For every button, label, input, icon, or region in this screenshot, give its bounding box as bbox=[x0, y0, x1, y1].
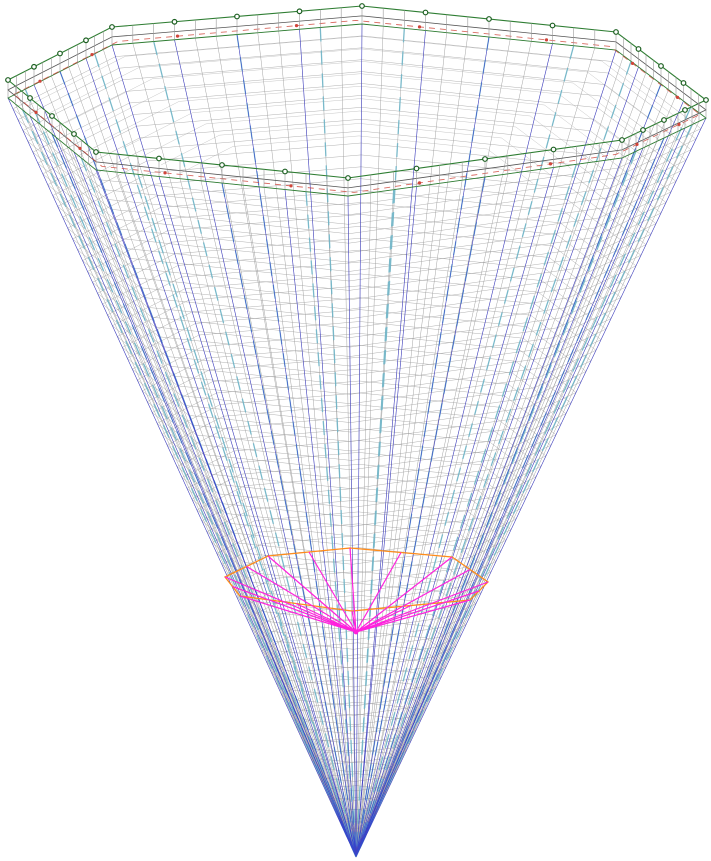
node-marker-icon bbox=[635, 143, 638, 146]
node-marker-icon bbox=[631, 62, 634, 65]
node-marker-icon bbox=[683, 108, 688, 113]
node-marker-icon bbox=[636, 47, 641, 52]
node-marker-icon bbox=[704, 98, 709, 103]
node-marker-icon bbox=[78, 147, 81, 150]
node-marker-icon bbox=[28, 96, 33, 101]
node-marker-icon bbox=[418, 25, 421, 28]
node-marker-icon bbox=[84, 38, 89, 43]
node-marker-icon bbox=[34, 111, 37, 114]
node-marker-icon bbox=[483, 157, 488, 162]
node-marker-icon bbox=[676, 96, 679, 99]
node-marker-icon bbox=[641, 128, 646, 133]
node-marker-icon bbox=[289, 184, 292, 187]
node-marker-icon bbox=[50, 114, 55, 119]
node-marker-icon bbox=[681, 81, 686, 86]
node-marker-icon bbox=[235, 14, 240, 19]
node-marker-icon bbox=[550, 23, 555, 28]
node-marker-icon bbox=[94, 150, 99, 155]
node-marker-icon bbox=[172, 20, 177, 25]
node-marker-icon bbox=[620, 138, 625, 143]
node-marker-icon bbox=[295, 24, 298, 27]
node-marker-icon bbox=[6, 78, 11, 83]
node-marker-icon bbox=[72, 132, 77, 137]
node-marker-icon bbox=[176, 35, 179, 38]
node-marker-icon bbox=[549, 162, 552, 165]
node-marker-icon bbox=[163, 171, 166, 174]
node-marker-icon bbox=[418, 181, 421, 184]
node-marker-icon bbox=[32, 65, 37, 70]
node-marker-icon bbox=[487, 17, 492, 22]
node-marker-icon bbox=[220, 163, 225, 168]
node-marker-icon bbox=[423, 10, 428, 15]
node-marker-icon bbox=[38, 80, 41, 83]
node-marker-icon bbox=[90, 53, 93, 56]
node-marker-icon bbox=[297, 9, 302, 14]
node-marker-icon bbox=[157, 156, 162, 161]
node-marker-icon bbox=[110, 25, 115, 30]
node-marker-icon bbox=[659, 64, 664, 69]
node-marker-icon bbox=[283, 169, 288, 174]
node-marker-icon bbox=[545, 38, 548, 41]
node-marker-icon bbox=[614, 30, 619, 35]
node-marker-icon bbox=[551, 147, 556, 152]
node-marker-icon bbox=[58, 51, 63, 56]
node-marker-icon bbox=[677, 123, 680, 126]
node-marker-icon bbox=[662, 118, 667, 123]
node-marker-icon bbox=[346, 176, 351, 181]
node-marker-icon bbox=[414, 166, 419, 171]
node-marker-icon bbox=[360, 4, 365, 9]
hub-node bbox=[354, 630, 359, 635]
